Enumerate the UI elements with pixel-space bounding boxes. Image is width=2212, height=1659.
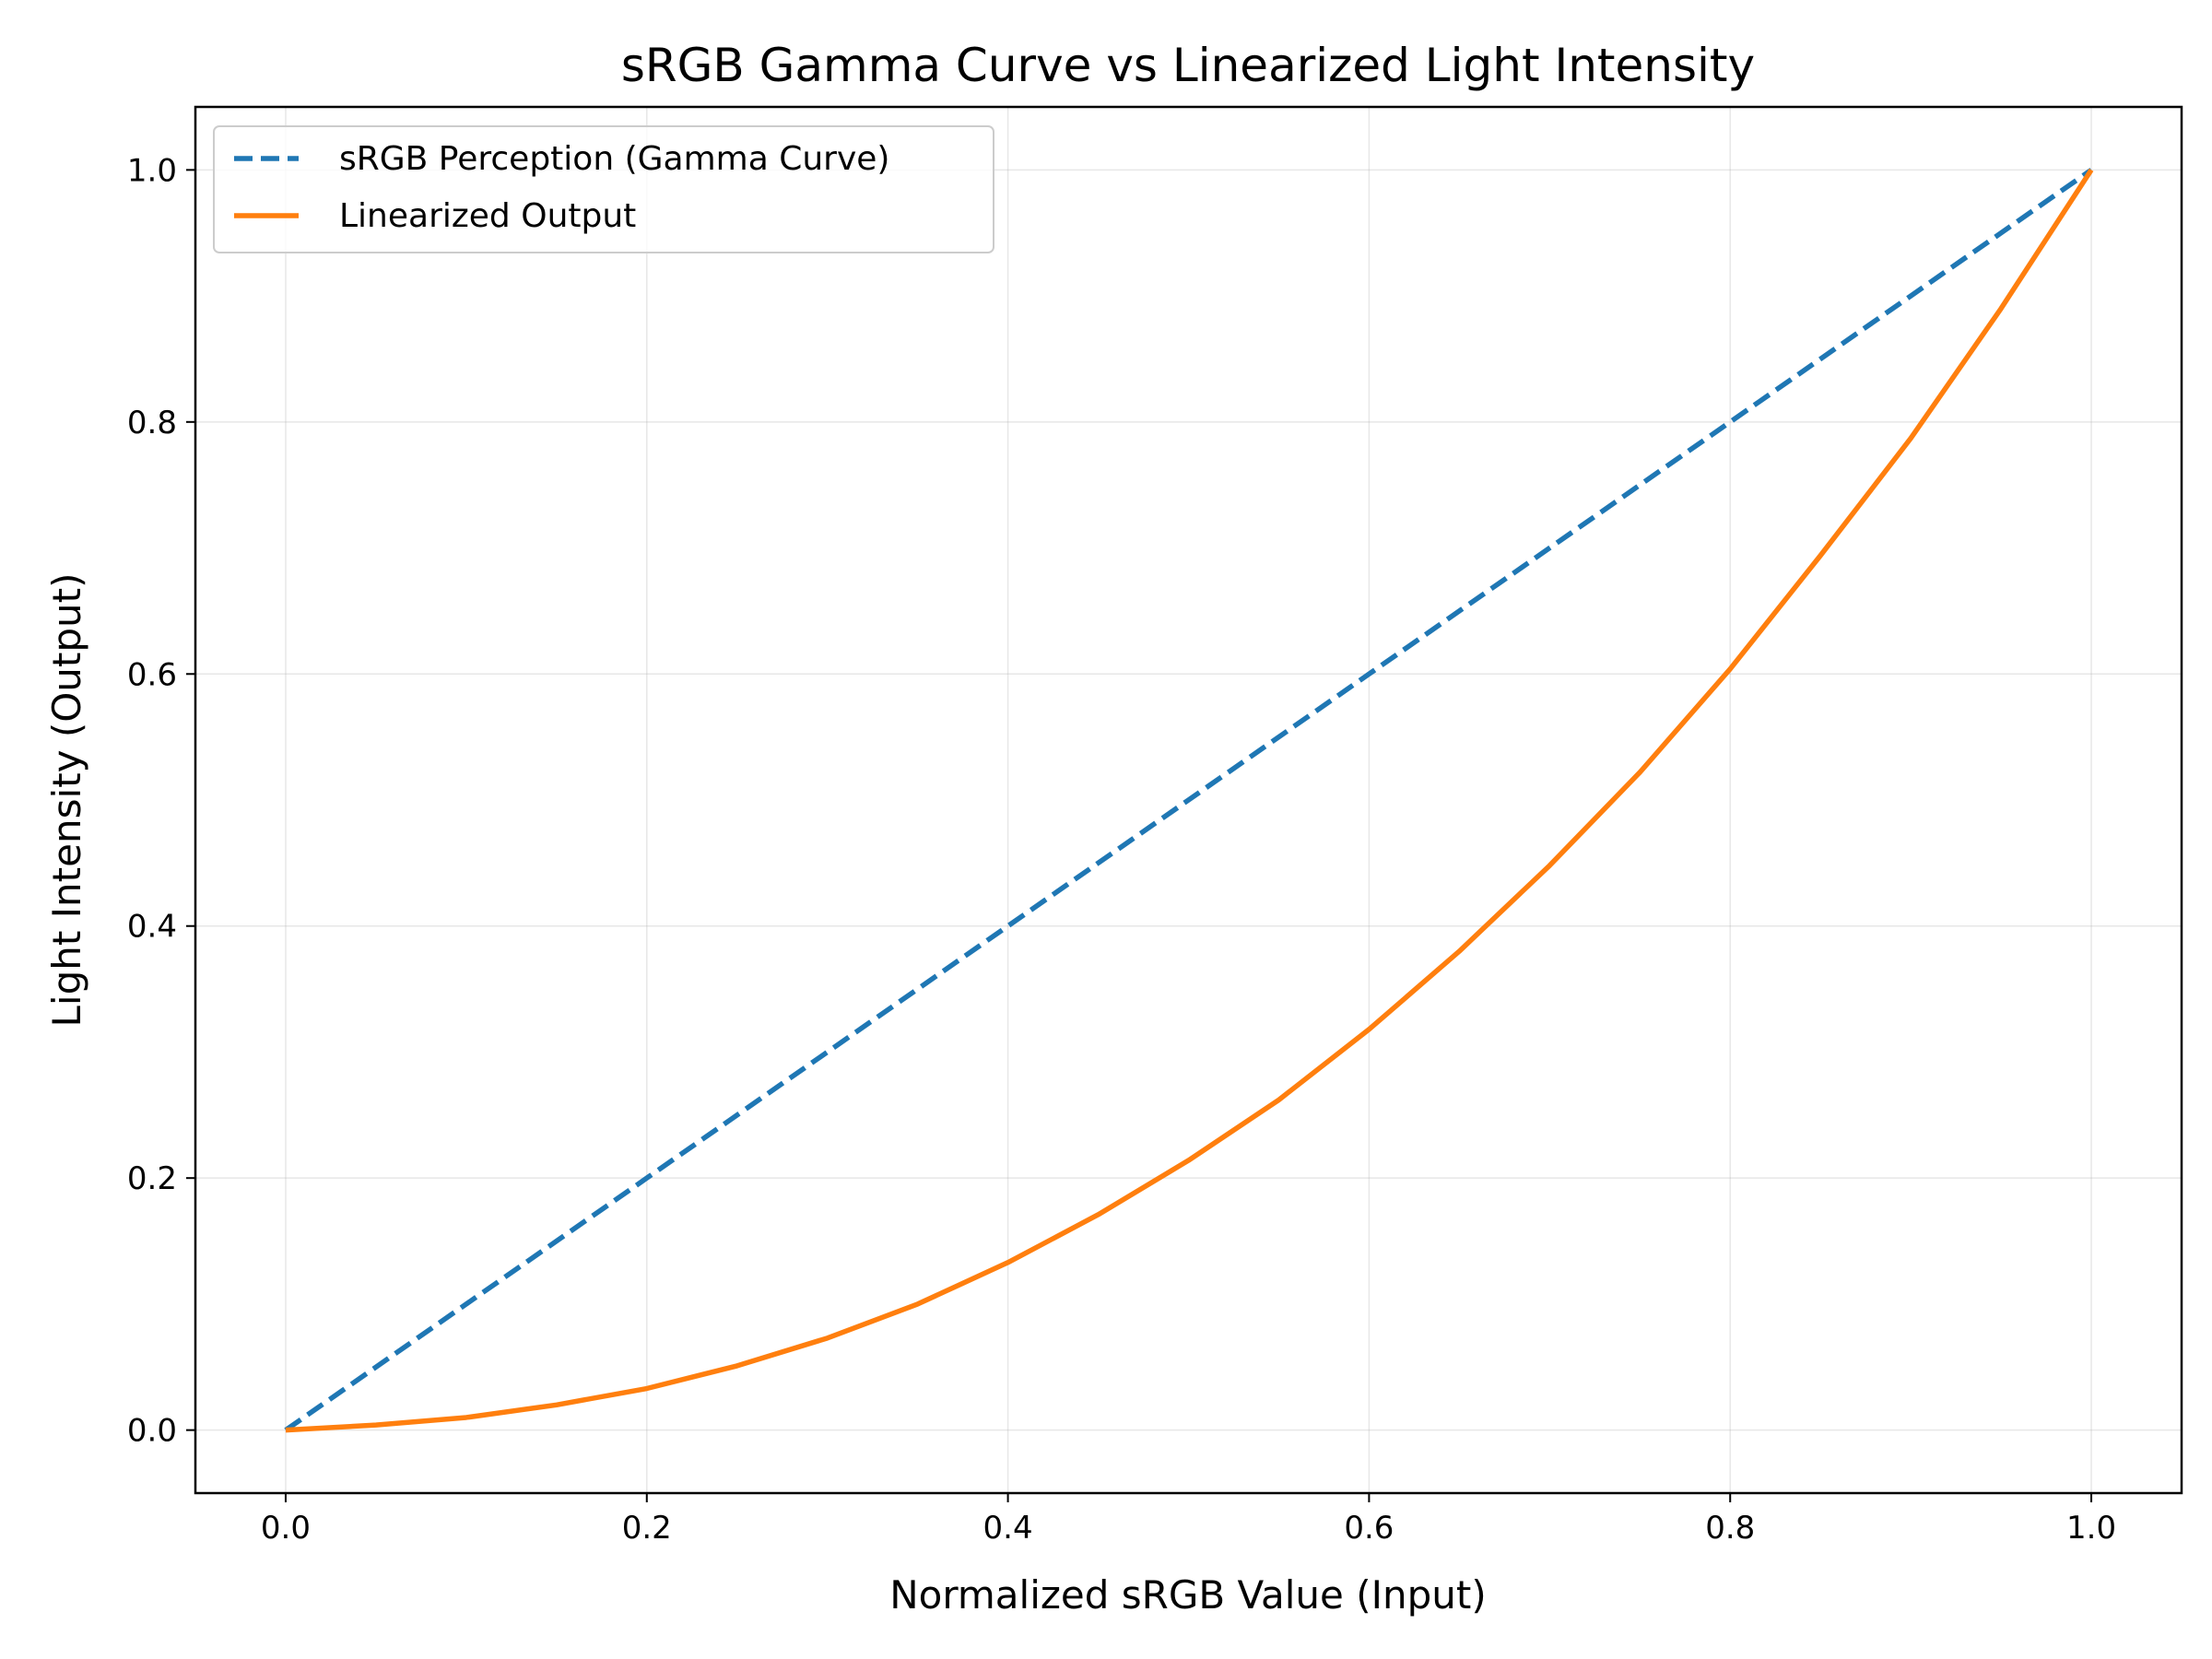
series-layer (284, 168, 2094, 1433)
legend-box (213, 125, 994, 253)
y-tick-label: 1.0 (127, 152, 177, 189)
y-tick-label: 0.8 (127, 405, 177, 441)
x-tick-label: 1.0 (2066, 1510, 2116, 1547)
series-line-linearized-output (285, 168, 2094, 1433)
tick-layer: 0.0 0.2 0.4 0.6 0.8 1.0 0.0 0.2 0.4 0.6 0.8 1.0 (127, 152, 2116, 1547)
x-tick-label: 0.6 (1344, 1510, 1394, 1547)
y-tick-label: 0.2 (127, 1160, 177, 1197)
y-tick-label: 0.4 (127, 909, 177, 946)
chart-title: sRGB Gamma Curve vs Linearized Light Int… (621, 39, 1755, 92)
series-line-srgb-perception (284, 168, 2093, 1432)
legend: sRGB Perception (Gamma Curve) Linearized… (213, 125, 994, 253)
legend-label-linearized-output: Linearized Output (339, 197, 636, 235)
x-tick-label: 0.4 (983, 1510, 1033, 1547)
y-tick-label: 0.6 (127, 656, 177, 693)
x-tick-label: 0.2 (622, 1510, 672, 1547)
x-tick-label: 0.8 (1705, 1510, 1755, 1547)
grid-layer (195, 107, 2182, 1493)
legend-label-srgb-perception: sRGB Perception (Gamma Curve) (339, 140, 889, 178)
y-tick-label: 0.0 (127, 1413, 177, 1450)
x-axis-label: Normalized sRGB Value (Input) (889, 1572, 1487, 1618)
plot-frame (194, 105, 2183, 1495)
x-tick-label: 0.0 (261, 1510, 311, 1547)
y-axis-label: Light Intensity (Output) (44, 573, 89, 1028)
